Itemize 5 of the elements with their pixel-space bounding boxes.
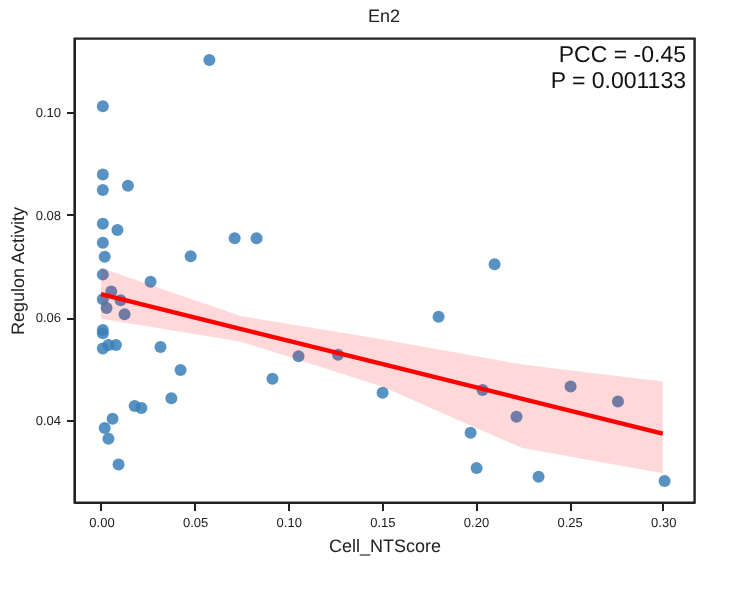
y-axis-title: Regulon Activity (7, 205, 28, 336)
chart-title: En2 (367, 6, 401, 26)
annotation: P = 0.001133 (550, 70, 686, 94)
annotation: PCC = -0.45 (558, 44, 686, 68)
x-axis-title: Cell_NTScore (328, 536, 442, 556)
